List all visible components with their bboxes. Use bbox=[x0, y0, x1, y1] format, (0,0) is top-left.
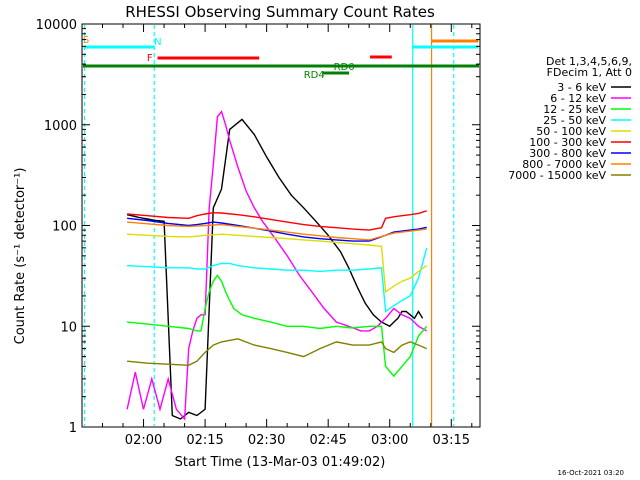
flag-label-s: S bbox=[83, 35, 89, 46]
series-line-1 bbox=[126, 110, 428, 421]
legend-label: 12 - 25 keV bbox=[543, 103, 606, 116]
y-tick-label: 100 bbox=[52, 220, 77, 235]
x-tick-label: 03:00 bbox=[371, 433, 408, 448]
flag-label-rd4: RD4 bbox=[304, 70, 325, 81]
legend-label: 3 - 6 keV bbox=[557, 81, 606, 94]
flag-label-f: F bbox=[147, 53, 153, 64]
series-line-3 bbox=[127, 247, 428, 313]
plot-frame bbox=[81, 23, 481, 428]
legend-label: 100 - 300 keV bbox=[529, 136, 606, 149]
flag-label-n: N bbox=[154, 37, 161, 48]
flag-label-rd0: RD0 bbox=[334, 62, 355, 73]
legend-label: 300 - 800 keV bbox=[529, 147, 606, 160]
series-line-2 bbox=[127, 274, 428, 378]
x-tick-label: 02:45 bbox=[309, 433, 346, 448]
y-tick-label: 10 bbox=[60, 320, 77, 335]
series-line-5 bbox=[127, 210, 427, 231]
series-line-0 bbox=[126, 118, 424, 420]
legend-label: 800 - 7000 keV bbox=[522, 158, 606, 171]
plot-area: S NF RD0 RD4 1 10 100 1000 10000 02:00 02:15 02:30 0… bbox=[36, 18, 632, 448]
legend-label: 6 - 12 keV bbox=[550, 92, 606, 105]
x-axis-title: Start Time (13-Mar-03 01:49:02) bbox=[175, 455, 386, 470]
x-tick-label: 02:30 bbox=[248, 433, 285, 448]
legend-label: 50 - 100 keV bbox=[536, 125, 606, 138]
x-tick-label: 02:15 bbox=[186, 433, 223, 448]
y-tick-label: 1 bbox=[69, 421, 77, 436]
legend-header: FDecim 1, Att 0 bbox=[547, 66, 632, 79]
y-axis-title: Count Rate (s⁻¹ detector⁻¹) bbox=[13, 168, 28, 345]
y-tick-label: 10000 bbox=[36, 18, 77, 33]
legend-label: 25 - 50 keV bbox=[543, 114, 606, 127]
chart-title: RHESSI Observing Summary Count Rates bbox=[125, 3, 435, 21]
x-tick-label: 02:00 bbox=[125, 433, 162, 448]
series-line-8 bbox=[127, 338, 427, 367]
series-line-6 bbox=[127, 217, 427, 242]
date-stamp: 16-Oct-2021 03:20 bbox=[558, 469, 624, 477]
series-line-7 bbox=[127, 221, 427, 241]
y-tick-label: 1000 bbox=[44, 119, 77, 134]
x-tick-label: 03:15 bbox=[433, 433, 470, 448]
legend-header: Det 1,3,4,5,6,9, bbox=[546, 55, 632, 68]
legend-label: 7000 - 15000 keV bbox=[508, 169, 606, 182]
series-line-4 bbox=[127, 233, 428, 294]
